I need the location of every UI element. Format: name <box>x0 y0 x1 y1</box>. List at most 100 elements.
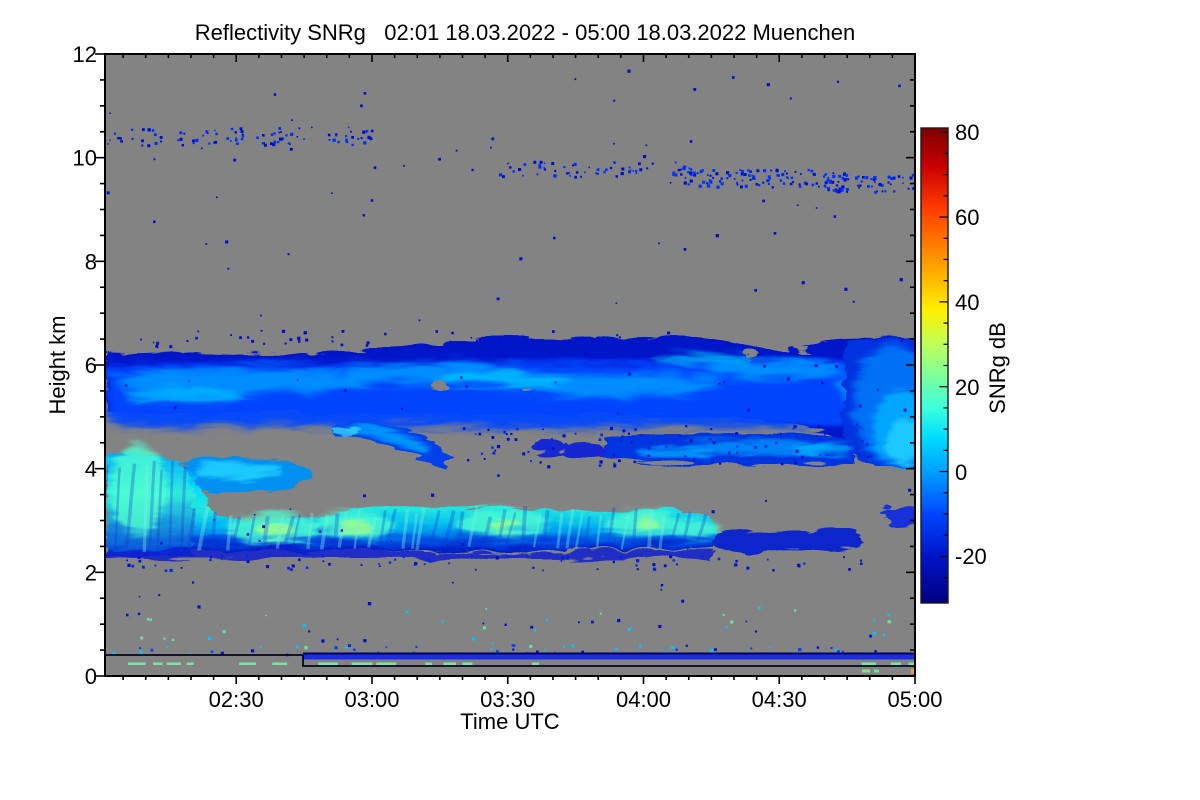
echo-speck <box>701 169 704 172</box>
echo-speck <box>873 175 877 180</box>
echo-speck <box>152 341 155 344</box>
echo-speck <box>798 183 801 186</box>
echo-speck <box>706 174 709 176</box>
surface-green-spot <box>862 669 870 673</box>
weak-echo-speckles <box>106 69 915 657</box>
echo-speck <box>574 78 577 81</box>
echo-speck <box>744 184 748 188</box>
echo-speck <box>538 163 541 167</box>
echo-speck <box>711 458 715 462</box>
echo-speck <box>291 119 293 121</box>
echo-speck <box>156 341 160 345</box>
echo-speck <box>186 340 189 342</box>
echo-speck <box>208 636 212 641</box>
echo-speck <box>867 185 870 188</box>
fall-streak <box>142 465 149 552</box>
echo-speck <box>221 555 224 558</box>
green-dash <box>425 662 432 665</box>
echo-speck <box>859 184 862 187</box>
fall-streak <box>179 463 188 552</box>
echo-speck <box>146 617 150 621</box>
echo-speck <box>573 162 577 166</box>
echo-speck <box>782 182 786 185</box>
echo-speck <box>843 172 846 176</box>
left-mid-patch-bright <box>190 459 280 477</box>
echo-speck <box>706 182 709 185</box>
echo-speck <box>509 166 512 169</box>
echo-speck <box>773 232 777 235</box>
echo-speck <box>119 137 122 140</box>
echo-speck <box>336 638 339 641</box>
echo-speck <box>767 182 770 185</box>
echo-speck <box>285 134 288 137</box>
echo-speck <box>180 567 183 569</box>
fall-streak <box>565 508 575 549</box>
echo-speck <box>647 454 650 457</box>
fall-streak <box>353 508 361 550</box>
echo-speck <box>214 129 216 132</box>
echo-speck <box>141 144 144 147</box>
echo-speck <box>298 127 301 130</box>
echo-speck <box>577 621 580 624</box>
green-dash <box>532 662 539 665</box>
x-tick-0230: 02:30 <box>209 687 264 712</box>
fall-streak <box>332 513 340 552</box>
echo-speck <box>289 143 291 145</box>
echo-speck <box>551 447 555 450</box>
echo-speck <box>720 182 724 186</box>
green-dash <box>166 662 181 665</box>
echo-speck <box>290 568 293 571</box>
echo-speck <box>258 539 261 542</box>
echo-speck <box>731 76 735 79</box>
echo-speck <box>487 428 490 431</box>
echo-speck <box>139 650 143 654</box>
echo-speck <box>497 474 500 477</box>
echo-speck <box>794 609 797 612</box>
echo-speck <box>764 444 768 448</box>
echo-speck <box>465 385 468 388</box>
echo-speck <box>728 174 732 178</box>
echo-speck <box>183 132 186 135</box>
echo-speck <box>605 168 608 171</box>
echo-speck <box>109 139 111 141</box>
echo-speck <box>525 345 528 348</box>
echo-speck <box>431 493 435 497</box>
echo-speck <box>898 84 901 88</box>
echo-speck <box>599 612 602 615</box>
echo-speck <box>835 365 838 368</box>
echo-speck <box>150 648 154 652</box>
green-dash <box>908 662 915 665</box>
fall-streak <box>306 512 314 550</box>
echo-speck <box>297 336 301 340</box>
echo-speck <box>504 623 507 626</box>
echo-speck <box>385 646 388 649</box>
echo-speck <box>692 171 696 175</box>
green-dash <box>186 662 194 665</box>
echo-speck <box>263 143 267 147</box>
echo-speck <box>798 185 802 188</box>
echo-speck <box>684 455 687 458</box>
echo-speck <box>435 330 438 333</box>
echo-speck <box>241 135 245 138</box>
echo-speck <box>362 130 366 134</box>
echo-speck <box>137 556 141 559</box>
sloping-virga-core <box>333 421 428 452</box>
echo-speck <box>303 624 307 627</box>
echo-speck <box>498 336 502 340</box>
echo-speck <box>660 588 663 591</box>
echo-speck <box>845 187 849 191</box>
echo-speck <box>598 464 602 467</box>
echo-speck <box>689 438 693 443</box>
echo-speck <box>730 620 734 624</box>
echo-speck <box>363 92 367 95</box>
echo-speck <box>297 340 301 343</box>
echo-speck <box>140 636 144 640</box>
echo-speck <box>869 634 872 638</box>
echo-speck <box>699 170 703 174</box>
echo-speck <box>418 319 421 322</box>
echo-speck <box>739 185 743 189</box>
echo-speck <box>897 175 901 178</box>
echo-speck <box>197 605 201 609</box>
echo-speck <box>613 462 616 465</box>
